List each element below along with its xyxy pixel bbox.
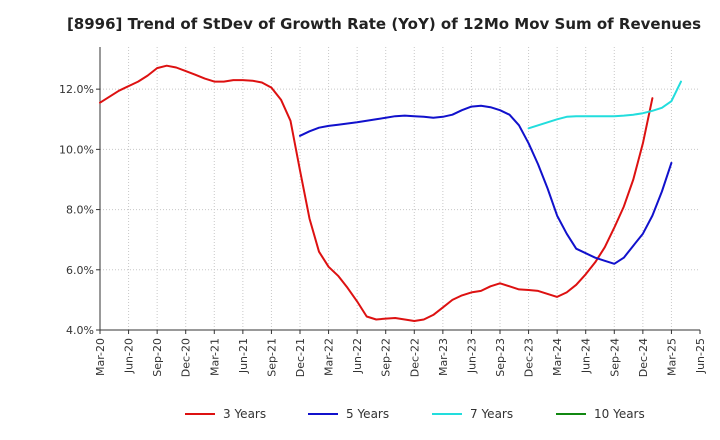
x-tick-label: Sep-21 [265,338,278,377]
legend-label-3-years: 3 Years [223,407,266,421]
x-tick-label: Mar-21 [208,338,221,376]
y-tick-label: 10.0% [59,143,94,156]
x-tick-label: Mar-23 [437,338,450,376]
y-tick-label: 6.0% [66,264,94,277]
chart-title: [8996] Trend of StDev of Growth Rate (Yo… [67,15,701,33]
y-tick-label: 4.0% [66,324,94,337]
x-tick-label: Mar-24 [551,338,564,376]
legend-label-10-years: 10 Years [594,407,645,421]
x-tick-label: Jun-25 [694,338,707,374]
x-tick-label: Dec-21 [294,338,307,377]
series-lines [99,64,682,322]
x-tick-label: Dec-24 [637,338,650,377]
x-tick-label: Jun-20 [123,338,136,374]
x-tick-label: Sep-24 [608,338,621,377]
x-tick-label: Sep-20 [151,338,164,377]
series-line-3-years [99,64,654,322]
series-line-5-years [299,104,673,265]
x-tick-label: Jun-21 [237,338,250,374]
y-tick-label: 8.0% [66,204,94,217]
legend-label-7-years: 7 Years [470,407,513,421]
x-tick-label: Sep-23 [494,338,507,377]
x-tick-label: Mar-25 [665,338,678,376]
y-tick-label: 12.0% [59,83,94,96]
x-tick-label: Dec-23 [523,338,536,377]
x-tick-label: Jun-22 [351,338,364,374]
x-tick-label: Sep-22 [380,338,393,377]
x-axis-ticks: Mar-20 Jun-20 Sep-20 Dec-20 Mar-21 Jun-21 Sep-… [94,330,707,377]
x-tick-label: Jun-24 [580,338,593,374]
x-tick-label: Mar-20 [94,338,107,376]
legend: 3 Years 5 Years 7 Years 10 Years [185,407,645,421]
x-tick-label: Jun-23 [465,338,478,374]
axes [99,47,700,331]
x-tick-label: Dec-20 [180,338,193,377]
gridlines [100,47,700,331]
y-axis-ticks: 4.0% 6.0% 8.0% 10.0% 12.0% [59,83,100,337]
x-tick-label: Dec-22 [408,338,421,377]
series-line-7-years [527,80,682,130]
legend-label-5-years: 5 Years [346,407,389,421]
x-tick-label: Mar-22 [323,338,336,376]
